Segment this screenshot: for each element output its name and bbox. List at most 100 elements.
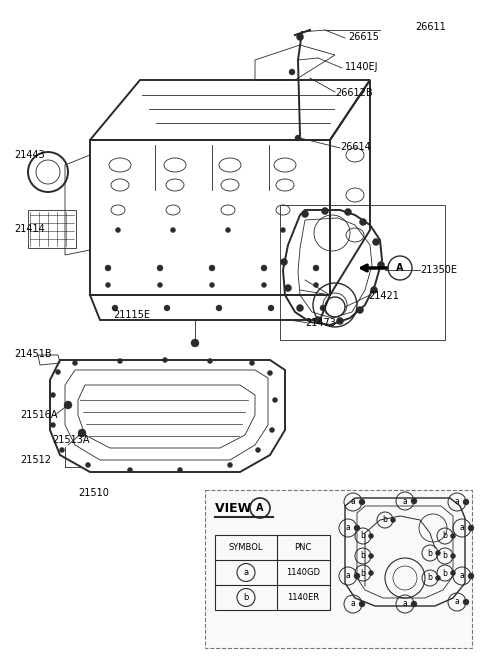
Circle shape — [435, 550, 441, 556]
Circle shape — [207, 358, 213, 363]
Circle shape — [360, 218, 367, 226]
Circle shape — [322, 207, 328, 215]
Circle shape — [209, 265, 215, 271]
Circle shape — [285, 285, 291, 291]
Text: A: A — [396, 263, 404, 273]
Circle shape — [216, 305, 222, 311]
Circle shape — [301, 211, 309, 218]
Text: a: a — [403, 600, 408, 609]
Text: b: b — [428, 548, 432, 558]
Circle shape — [170, 228, 176, 232]
Text: A: A — [256, 503, 264, 513]
Text: a: a — [350, 497, 355, 506]
Text: a: a — [350, 600, 355, 609]
Text: 21473: 21473 — [305, 318, 336, 328]
Circle shape — [313, 265, 319, 271]
Text: PNC: PNC — [294, 543, 312, 552]
Text: 26612B: 26612B — [335, 88, 372, 98]
Circle shape — [297, 33, 303, 41]
Text: a: a — [455, 497, 459, 506]
Circle shape — [354, 525, 360, 531]
Circle shape — [267, 371, 273, 375]
Text: 21414: 21414 — [14, 224, 45, 234]
Text: a: a — [403, 497, 408, 506]
Bar — [28, 210, 76, 248]
Circle shape — [191, 339, 199, 347]
Bar — [280, 205, 445, 340]
Circle shape — [164, 305, 170, 311]
Text: 21512: 21512 — [20, 455, 51, 465]
Circle shape — [60, 447, 64, 453]
Text: b: b — [360, 531, 365, 541]
Text: 21510: 21510 — [78, 488, 109, 498]
Text: 21350E: 21350E — [420, 265, 457, 275]
Text: 1140ER: 1140ER — [287, 593, 319, 602]
Circle shape — [280, 258, 288, 266]
Circle shape — [261, 265, 267, 271]
Circle shape — [371, 287, 377, 293]
Text: a: a — [243, 568, 249, 577]
Text: a: a — [460, 523, 464, 533]
Circle shape — [228, 462, 232, 468]
Circle shape — [289, 69, 295, 75]
Text: 21421: 21421 — [368, 291, 399, 301]
Circle shape — [50, 422, 56, 428]
Circle shape — [463, 599, 469, 605]
Circle shape — [354, 573, 360, 579]
Circle shape — [336, 318, 344, 325]
Bar — [205, 490, 472, 648]
Circle shape — [313, 283, 319, 287]
Circle shape — [297, 304, 303, 312]
Text: SYMBOL: SYMBOL — [229, 543, 263, 552]
Circle shape — [262, 283, 266, 287]
Circle shape — [72, 361, 77, 365]
Circle shape — [320, 305, 326, 311]
Text: b: b — [360, 552, 365, 560]
Circle shape — [359, 499, 365, 505]
Text: 1140GD: 1140GD — [286, 568, 320, 577]
Circle shape — [116, 228, 120, 232]
Circle shape — [357, 306, 363, 314]
Circle shape — [268, 305, 274, 311]
Text: 21516A: 21516A — [20, 410, 58, 420]
Circle shape — [369, 554, 373, 558]
Circle shape — [157, 265, 163, 271]
Circle shape — [269, 428, 275, 432]
Circle shape — [118, 358, 122, 363]
Circle shape — [451, 533, 456, 539]
Text: b: b — [360, 569, 365, 577]
Circle shape — [78, 429, 86, 437]
Circle shape — [50, 392, 56, 398]
Circle shape — [369, 533, 373, 539]
Text: b: b — [443, 552, 447, 560]
Text: 26615: 26615 — [348, 32, 379, 42]
Circle shape — [163, 358, 168, 363]
Circle shape — [468, 573, 474, 579]
Circle shape — [209, 283, 215, 287]
Circle shape — [391, 518, 396, 522]
Circle shape — [451, 554, 456, 558]
Text: 26614: 26614 — [340, 142, 371, 152]
Circle shape — [157, 283, 163, 287]
Text: 21513A: 21513A — [52, 435, 89, 445]
Circle shape — [273, 398, 277, 403]
Text: a: a — [460, 571, 464, 581]
Circle shape — [105, 265, 111, 271]
Text: a: a — [455, 598, 459, 607]
Circle shape — [463, 499, 469, 505]
Text: b: b — [428, 573, 432, 583]
Circle shape — [56, 369, 60, 375]
Circle shape — [451, 571, 456, 575]
Text: a: a — [346, 571, 350, 581]
Circle shape — [250, 361, 254, 365]
Text: a: a — [346, 523, 350, 533]
Circle shape — [295, 135, 301, 141]
Text: 21115E: 21115E — [113, 310, 150, 320]
Circle shape — [435, 575, 441, 581]
Circle shape — [411, 498, 417, 504]
Circle shape — [178, 468, 182, 472]
Circle shape — [128, 468, 132, 472]
Text: b: b — [383, 516, 387, 525]
Circle shape — [468, 525, 474, 531]
Circle shape — [314, 316, 322, 323]
